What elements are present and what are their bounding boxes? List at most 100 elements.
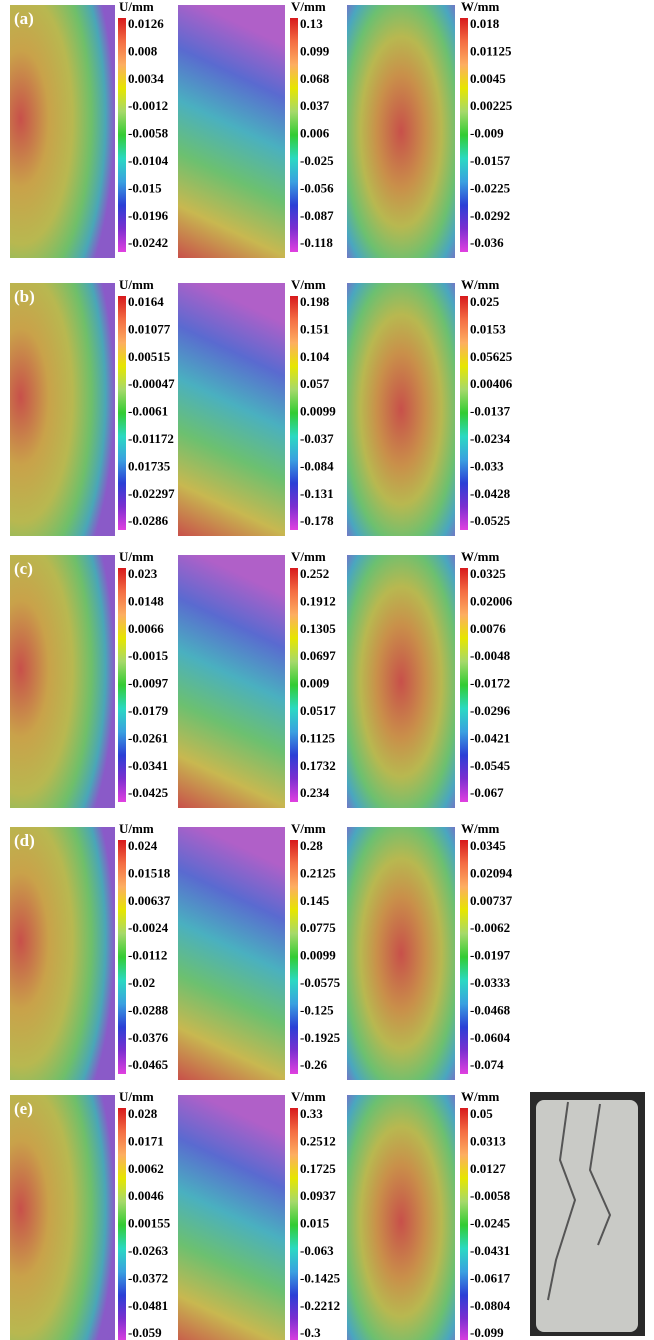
colorbar-tick-label: 0.099 [300, 43, 330, 58]
colorbar-title: W/mm [461, 1089, 499, 1104]
colorbar-tick-label: -0.0225 [470, 180, 511, 195]
colorbar-tick-label: -0.056 [300, 180, 334, 195]
contour-map [347, 827, 455, 1080]
colorbar-tick-label: -0.0545 [470, 758, 511, 773]
row-label: (c) [14, 559, 33, 578]
contour-map [10, 283, 115, 536]
colorbar-tick-label: 0.028 [128, 1106, 158, 1121]
colorbar-tick-label: -0.074 [470, 1057, 504, 1072]
colorbar-tick-label: 0.0517 [300, 703, 336, 718]
colorbar-tick-label: 0.151 [300, 321, 329, 336]
specimen-photo [530, 1092, 645, 1336]
colorbar-tick-label: 0.252 [300, 566, 329, 581]
colorbar-tick-label: 0.008 [128, 43, 158, 58]
colorbar-tick-label: -0.0421 [470, 730, 510, 745]
colorbar [290, 568, 298, 802]
row-label: (d) [14, 831, 35, 850]
row-label: (b) [14, 287, 35, 306]
colorbar-tick-label: -0.3 [300, 1325, 321, 1340]
colorbar-tick-label: -0.0465 [128, 1057, 169, 1072]
colorbar-tick-label: 0.234 [300, 785, 330, 800]
colorbar-title: V/mm [291, 821, 326, 836]
colorbar-tick-label: 0.145 [300, 893, 330, 908]
colorbar-tick-label: 0.2512 [300, 1133, 336, 1148]
colorbar [290, 840, 298, 1074]
colorbar [460, 18, 468, 252]
colorbar-title: W/mm [461, 0, 499, 14]
colorbar-tick-label: -0.1925 [300, 1030, 341, 1045]
colorbar-tick-label: 0.015 [300, 1216, 330, 1231]
colorbar-tick-label: -0.0431 [470, 1243, 510, 1258]
colorbar-tick-label: -0.059 [128, 1325, 162, 1340]
colorbar-tick-label: -0.099 [470, 1325, 504, 1340]
colorbar-tick-label: 0.0164 [128, 294, 164, 309]
colorbar-tick-label: -0.0292 [470, 208, 510, 223]
colorbar-tick-label: -0.118 [300, 235, 333, 250]
colorbar-tick-label: -0.0048 [470, 648, 511, 663]
colorbar-tick-label: -0.033 [470, 458, 504, 473]
colorbar-tick-label: 0.00406 [470, 376, 513, 391]
colorbar [290, 296, 298, 530]
colorbar-tick-label: 0.006 [300, 126, 330, 141]
colorbar-tick-label: 0.068 [300, 71, 330, 86]
colorbar-tick-label: -0.0179 [128, 703, 169, 718]
colorbar-tick-label: -0.0157 [470, 153, 511, 168]
colorbar-tick-label: 0.0775 [300, 920, 336, 935]
contour-map [347, 1095, 455, 1340]
colorbar-tick-label: 0.33 [300, 1106, 323, 1121]
colorbar-tick-label: -0.0261 [128, 730, 168, 745]
colorbar-tick-label: -0.0425 [128, 785, 169, 800]
colorbar-tick-label: 0.00155 [128, 1216, 171, 1231]
colorbar-tick-label: 0.0325 [470, 566, 506, 581]
colorbar-tick-label: -0.063 [300, 1243, 334, 1258]
colorbar-tick-label: 0.1732 [300, 758, 336, 773]
colorbar-title: V/mm [291, 549, 326, 564]
colorbar-tick-label: -0.02 [128, 975, 155, 990]
colorbar-tick-label: 0.0062 [128, 1161, 164, 1176]
colorbar-tick-label: -0.00047 [128, 376, 175, 391]
colorbar-tick-label: 0.1725 [300, 1161, 336, 1176]
colorbar-title: U/mm [119, 0, 154, 14]
colorbar-tick-label: 0.1305 [300, 621, 336, 636]
colorbar-title: W/mm [461, 277, 499, 292]
contour-map [10, 555, 115, 808]
colorbar-tick-label: -0.26 [300, 1057, 328, 1072]
colorbar-tick-label: -0.0015 [128, 648, 169, 663]
colorbar-tick-label: -0.01172 [128, 431, 174, 446]
contour-map [347, 555, 455, 808]
contour-map [347, 5, 455, 258]
colorbar-tick-label: -0.0242 [128, 235, 168, 250]
colorbar-tick-label: 0.28 [300, 838, 323, 853]
colorbar-tick-label: -0.02297 [128, 486, 175, 501]
colorbar-tick-label: 0.198 [300, 294, 330, 309]
colorbar-tick-label: -0.0196 [128, 208, 169, 223]
contour-map [178, 555, 285, 808]
colorbar-tick-label: -0.0097 [128, 676, 169, 691]
colorbar-tick-label: 0.0066 [128, 621, 164, 636]
colorbar [460, 296, 468, 530]
contour-map [10, 5, 115, 258]
colorbar-tick-label: -0.0061 [128, 404, 168, 419]
colorbar-tick-label: 0.009 [300, 676, 330, 691]
colorbar [460, 840, 468, 1074]
colorbar-tick-label: 0.01518 [128, 865, 171, 880]
contour-map [10, 827, 115, 1080]
colorbar-tick-label: -0.0428 [470, 486, 511, 501]
colorbar-tick-label: 0.0153 [470, 321, 506, 336]
colorbar-tick-label: -0.0234 [470, 431, 511, 446]
colorbar-tick-label: -0.0286 [128, 513, 169, 528]
colorbar-tick-label: -0.037 [300, 431, 334, 446]
colorbar-tick-label: 0.0076 [470, 621, 506, 636]
colorbar-tick-label: 0.01735 [128, 458, 171, 473]
colorbar-tick-label: -0.0245 [470, 1216, 511, 1231]
colorbar-tick-label: -0.0481 [128, 1298, 168, 1313]
row-label: (e) [14, 1099, 33, 1118]
colorbar-tick-label: -0.0804 [470, 1298, 511, 1313]
colorbar-tick-label: -0.087 [300, 208, 334, 223]
colorbar-tick-label: -0.0172 [470, 676, 510, 691]
colorbar-tick-label: -0.0604 [470, 1030, 511, 1045]
colorbar-tick-label: -0.084 [300, 458, 334, 473]
colorbar-title: U/mm [119, 277, 154, 292]
colorbar-tick-label: 0.05625 [470, 349, 513, 364]
colorbar [118, 568, 126, 802]
